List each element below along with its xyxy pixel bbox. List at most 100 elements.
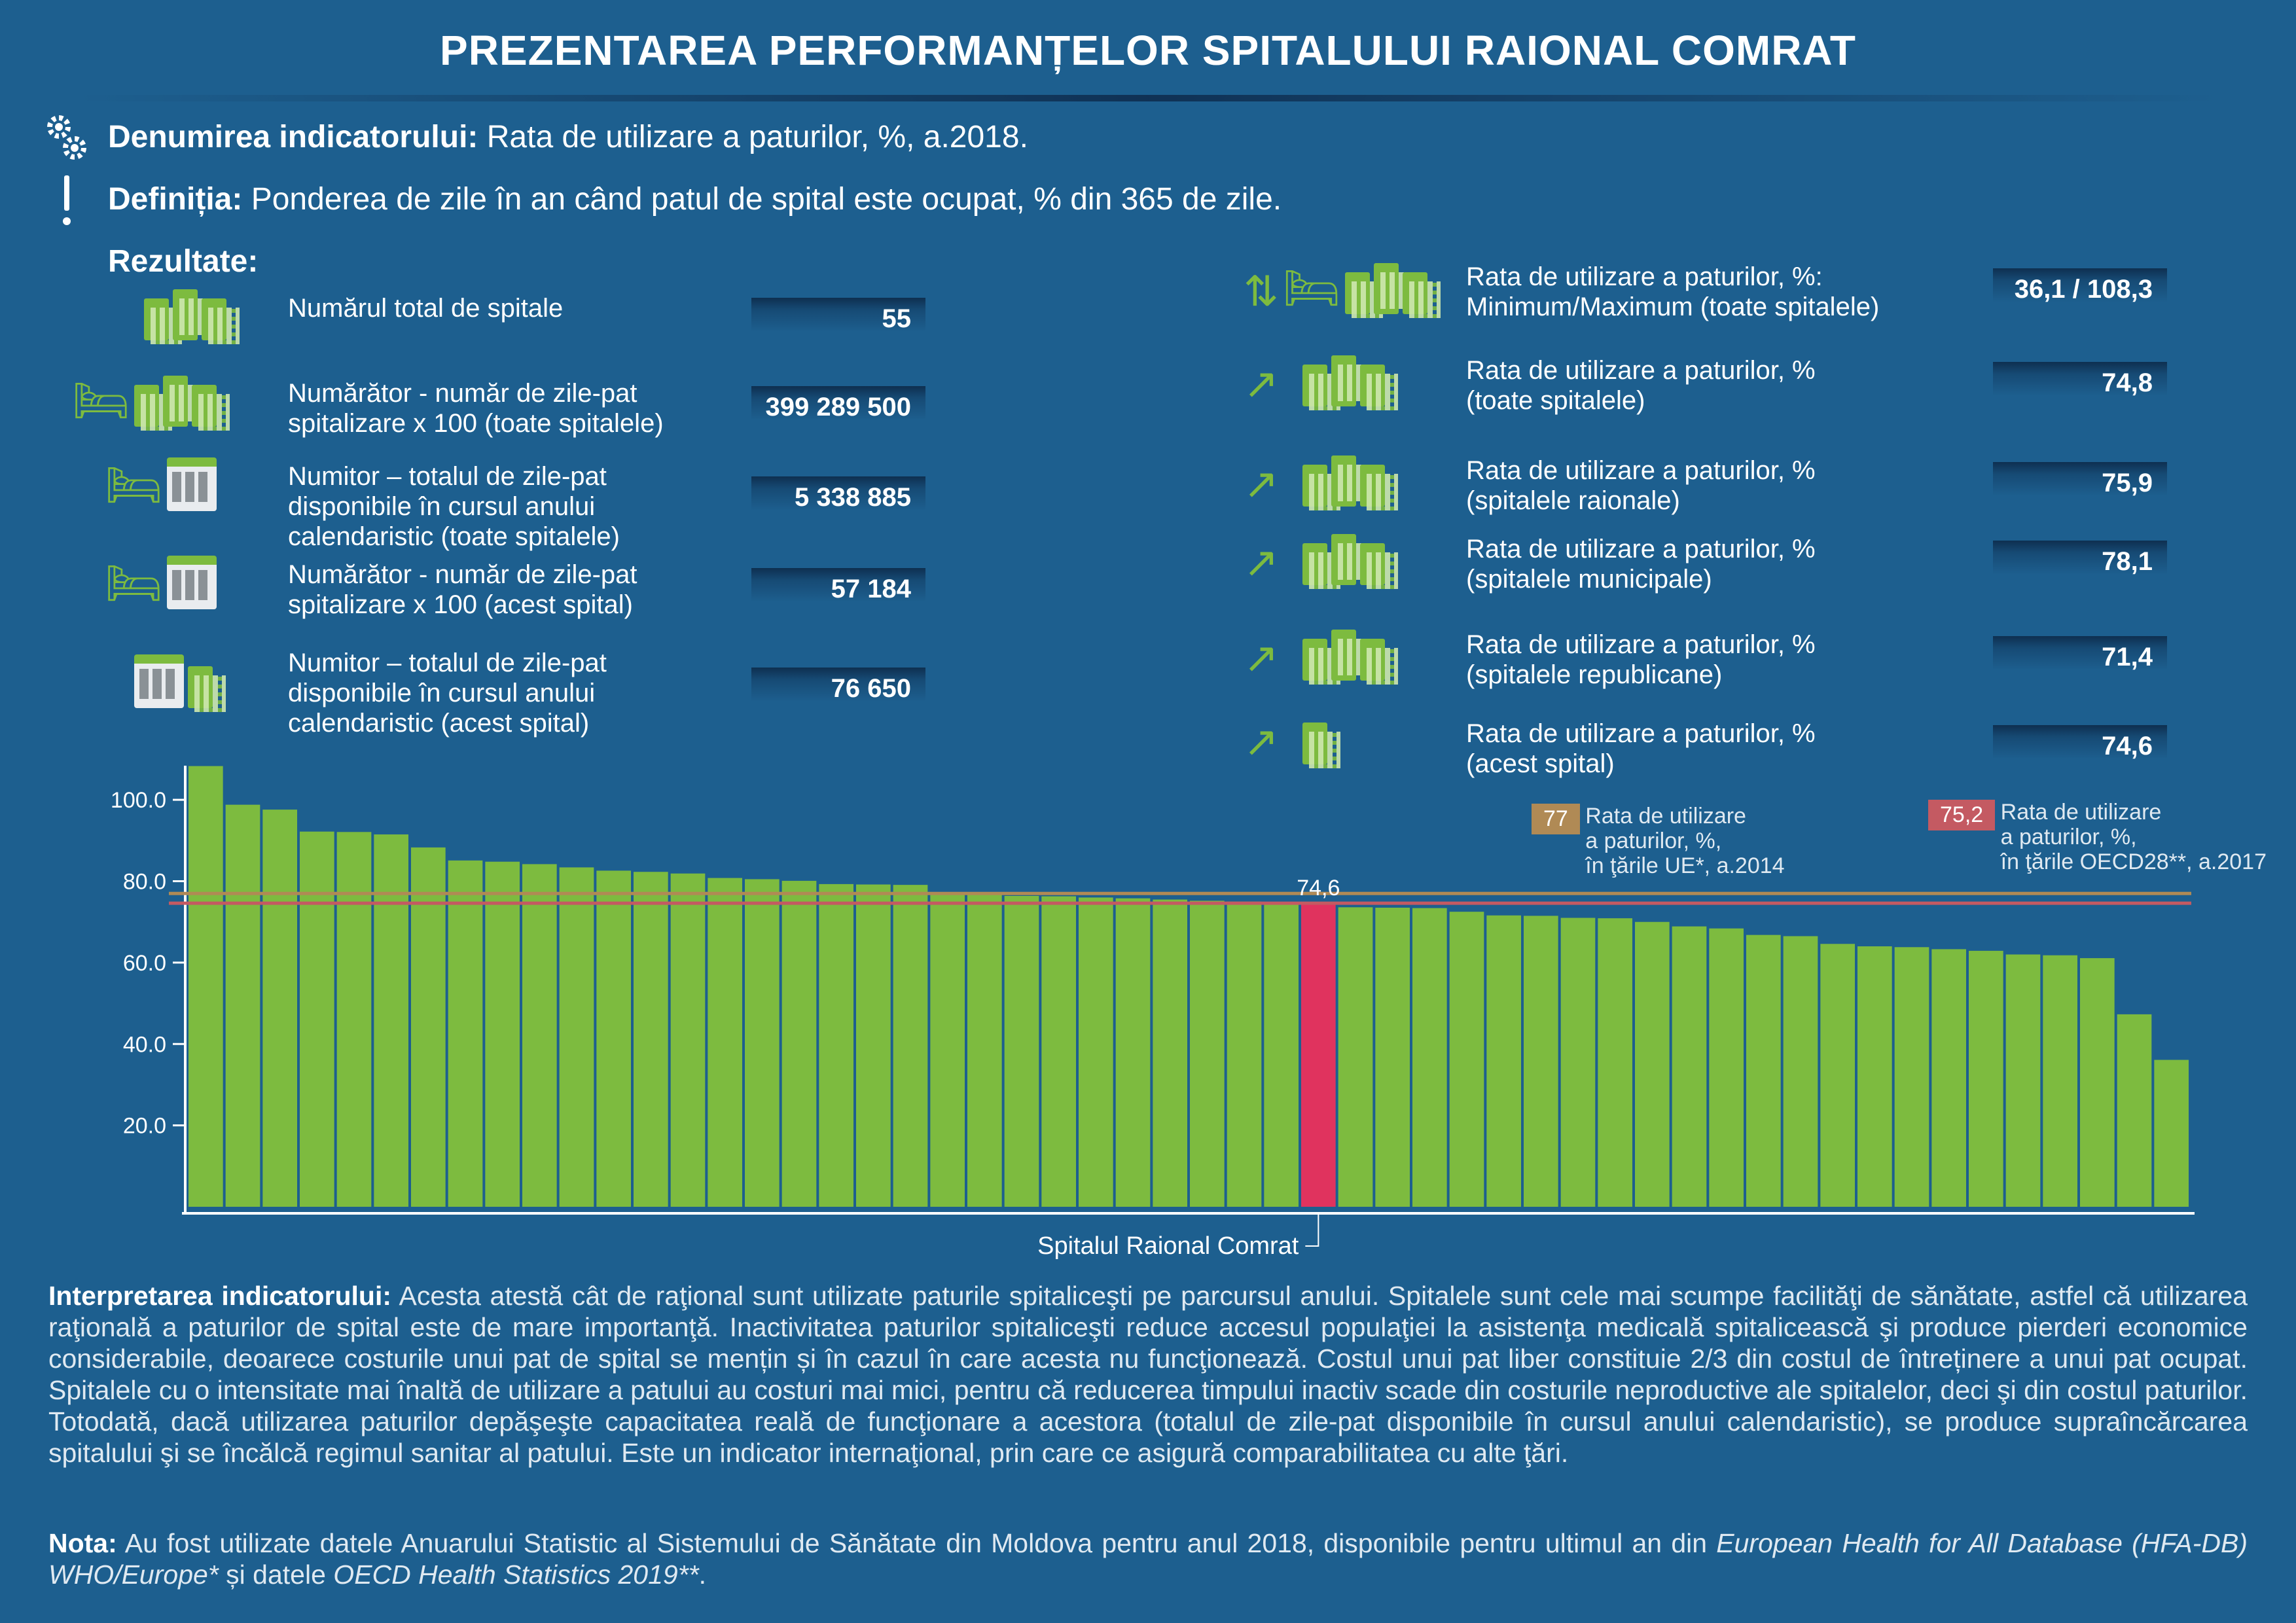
- right-stat-label-line2: (spitalele republicane): [1466, 660, 1723, 689]
- building-shape: [1359, 543, 1398, 589]
- right-stat-label-line1: Rata de utilizare a paturilor, %: [1466, 630, 1816, 659]
- exclamation-icon: [60, 175, 73, 228]
- left-stat-value: 57 184: [751, 568, 925, 603]
- bar: [1894, 947, 1929, 1207]
- bed-calendar-icon: 🛏: [72, 556, 217, 609]
- bar: [1375, 907, 1410, 1207]
- trend-up-icon: ↗: [1244, 455, 1398, 510]
- building-shape: [134, 385, 172, 431]
- gears-icon: [45, 111, 90, 164]
- note-mid: și datele: [226, 1560, 326, 1590]
- right-stat-value: 78,1: [1993, 541, 2167, 576]
- bar: [1783, 936, 1818, 1207]
- note-label: Nota:: [48, 1528, 117, 1558]
- bar: [336, 832, 372, 1207]
- ref-oecd-line1: Rata de utilizare: [2000, 800, 2162, 825]
- left-stat-value: 76 650: [751, 668, 925, 703]
- bed-icon: 🛏: [1282, 262, 1341, 313]
- ref-eu-line3: în ţările UE*, a.2014: [1585, 853, 1785, 878]
- ref-eu-line2: a paturilor, %,: [1585, 829, 1722, 853]
- building-shape: [1359, 365, 1398, 410]
- title-divider: [79, 95, 2217, 101]
- right-stat-label-line1: Rata de utilizare a paturilor, %: [1466, 719, 1816, 748]
- right-stat-label-line1: Rata de utilizare a paturilor, %: [1466, 356, 1816, 385]
- note: Nota: Au fost utilizate datele Anuarului…: [48, 1527, 2248, 1590]
- bar-chart: 20.0 40.0 60.0 80.0 100.0 74,6 Spitalul Raiona…: [111, 766, 2195, 1260]
- bar: [1004, 895, 1039, 1207]
- hospital-buildings-icon: [144, 289, 240, 344]
- left-stat-value: 399 289 500: [751, 386, 925, 421]
- bar: [411, 847, 446, 1207]
- right-stat-value: 74,8: [1993, 362, 2167, 397]
- hospital-buildings-icon: [144, 289, 240, 344]
- hospital-buildings-icon: [1302, 630, 1398, 685]
- ref-eu: 77 Rata de utilizare a paturilor, %, în …: [1532, 804, 1785, 878]
- bar: [670, 873, 706, 1207]
- ref-oecd-line3: în ţările OECD28**, a.2017: [2000, 849, 2267, 874]
- bar: [225, 804, 260, 1207]
- bar: [2154, 1060, 2189, 1207]
- right-stat-label-line2: Minimum/Maximum (toate spitalele): [1466, 293, 1880, 321]
- trend-arrow-icon: ↗: [1244, 539, 1279, 586]
- ref-oecd-value: 75,2: [1928, 800, 1996, 830]
- bar: [1672, 926, 1707, 1207]
- building-shape: [1331, 355, 1369, 406]
- up-down-arrows-icon: ⇅: [1244, 268, 1279, 315]
- building-shape: [173, 289, 211, 340]
- right-stat-label: Rata de utilizare a paturilor, % (spitale…: [1466, 630, 1990, 690]
- bar: [634, 872, 668, 1207]
- hospital-buildings-icon: [1302, 355, 1398, 410]
- calendar-hospital-icon: [134, 654, 226, 712]
- highlight-value-label: 74,6: [1297, 876, 1340, 901]
- bar: [1931, 949, 1966, 1207]
- right-stat-label-line1: Rata de utilizare a paturilor, %: [1466, 535, 1816, 563]
- trend-up-icon: ↗: [1244, 355, 1398, 410]
- right-stat-label-line2: (toate spitalele): [1466, 386, 1645, 415]
- bed-calendar-icon: 🛏: [72, 457, 217, 511]
- building-shape: [1302, 465, 1340, 510]
- trend-arrow-icon: ↗: [1244, 718, 1279, 765]
- note-source-oecd: OECD Health Statistics 2019**: [333, 1560, 699, 1590]
- right-stat-label-line2: (acest spital): [1466, 749, 1615, 778]
- calendar-icon: [166, 457, 217, 511]
- bar: [1190, 901, 1225, 1207]
- y-tick-label: 80.0: [123, 870, 166, 895]
- building-shape: [1373, 263, 1412, 314]
- indicator-value: Rata de utilizare a paturilor, %, a.2018…: [486, 120, 1028, 154]
- bar: [1115, 898, 1151, 1207]
- interpretation: Interpretarea indicatorului: Acesta ates…: [48, 1280, 2248, 1469]
- bar: [893, 885, 928, 1207]
- left-stat-value: 55: [751, 298, 925, 333]
- ref-oecd-line2: a paturilor, %,: [2000, 825, 2137, 849]
- trend-arrow-icon: ↗: [1244, 360, 1279, 407]
- bar: [559, 867, 594, 1207]
- definition-label: Definiția:: [108, 182, 243, 217]
- bar: [2080, 958, 2115, 1207]
- bar: [1412, 908, 1447, 1207]
- min-max-icon: ⇅ 🛏: [1244, 262, 1441, 318]
- right-stat-value: 36,1 / 108,3: [1993, 268, 2167, 304]
- ref-eu-value: 77: [1532, 804, 1580, 834]
- building-shape: [1331, 630, 1369, 681]
- bar: [930, 892, 965, 1207]
- right-stat-label: Rata de utilizare a paturilor, %: Minimum…: [1466, 262, 1990, 322]
- bar: [1598, 918, 1632, 1207]
- trend-arrow-icon: ↗: [1244, 460, 1279, 507]
- note-text: Au fost utilizate datele Anuarului Stati…: [124, 1528, 1708, 1558]
- trend-up-icon: ↗: [1244, 534, 1398, 589]
- bar: [1041, 896, 1076, 1207]
- ref-oecd: 75,2 Rata de utilizare a paturilor, %, î…: [1928, 800, 2267, 874]
- right-stat-label: Rata de utilizare a paturilor, % (spitale…: [1466, 534, 1990, 594]
- right-stat-value: 71,4: [1993, 636, 2167, 671]
- bar: [262, 810, 297, 1207]
- bar: [1227, 901, 1262, 1207]
- bar: [1486, 915, 1521, 1207]
- results-label: Rezultate:: [108, 244, 259, 279]
- hospital-buildings-icon: [1302, 455, 1398, 510]
- definition-row: Definiția: Ponderea de zile în an când p…: [108, 181, 1282, 217]
- building-shape: [188, 666, 226, 712]
- bar: [596, 870, 631, 1207]
- bar: [1857, 946, 1892, 1207]
- y-tick-label: 40.0: [123, 1032, 166, 1057]
- ref-eu-line1: Rata de utilizare: [1585, 804, 1746, 829]
